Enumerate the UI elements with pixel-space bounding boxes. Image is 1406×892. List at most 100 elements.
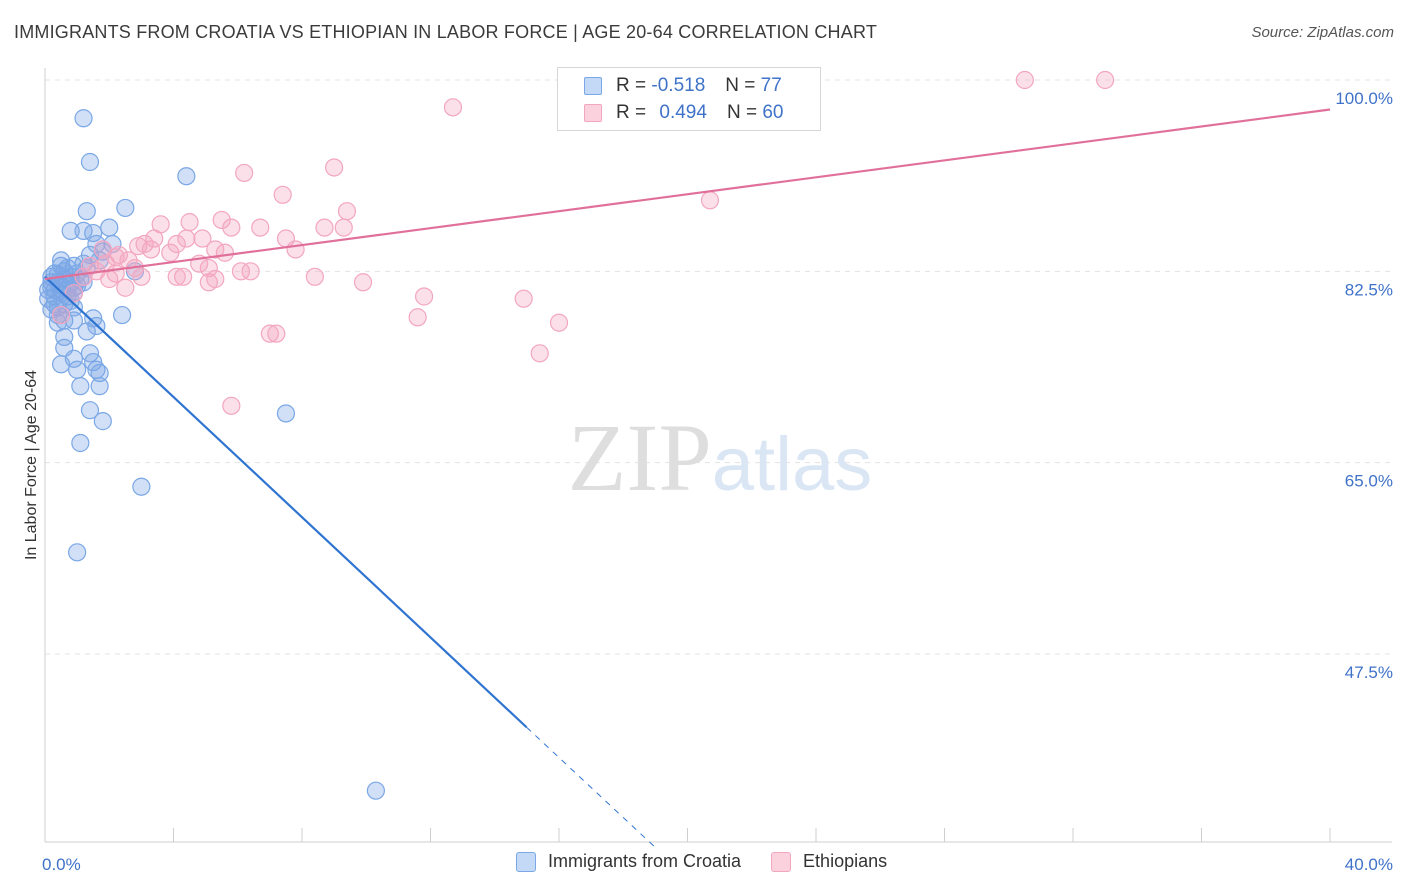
data-point-ethiopians [251, 218, 270, 237]
legend-swatch-croatia [584, 77, 602, 95]
data-point-croatia [80, 401, 100, 420]
data-point-ethiopians [231, 262, 251, 281]
trend-line-ethiopians [44, 108, 1331, 281]
legend-box: R = -0.518 N = 77 R = 0.494 N = 60 [557, 67, 821, 131]
data-point-croatia [90, 377, 109, 396]
data-point-croatia [116, 198, 135, 218]
data-point-croatia [74, 109, 93, 128]
bottom-legend: Immigrants from Croatia Ethiopians [516, 851, 887, 872]
trend-lines [44, 108, 1331, 848]
legend-r-value: -0.518 [651, 75, 706, 96]
data-point-ethiopians [132, 267, 151, 286]
data-point-ethiopians [74, 267, 93, 286]
data-point-croatia [90, 363, 109, 383]
data-point-croatia [80, 152, 100, 172]
data-point-ethiopians [193, 229, 212, 248]
bottom-legend-label-croatia: Immigrants from Croatia [548, 851, 742, 871]
source-credit: Source: ZipAtlas.com [1251, 24, 1394, 41]
data-point-ethiopians [286, 240, 305, 259]
y-tick-label: 47.5% [1345, 663, 1393, 682]
data-point-ethiopians [116, 278, 135, 297]
data-point-croatia [71, 377, 90, 396]
y-tick-label: 100.0% [1335, 89, 1393, 108]
x-tick-label: 40.0% [1345, 855, 1393, 874]
data-point-croatia [366, 781, 385, 800]
data-point-croatia [51, 251, 71, 270]
data-point-ethiopians [549, 313, 569, 332]
data-point-ethiopians [222, 218, 241, 237]
data-point-ethiopians [241, 262, 260, 281]
data-point-ethiopians [222, 396, 241, 415]
watermark: ZIPatlas [568, 404, 873, 511]
data-point-croatia [276, 404, 296, 423]
data-point-ethiopians [177, 229, 196, 248]
data-point-ethiopians [199, 258, 218, 278]
data-point-ethiopians [353, 273, 373, 292]
data-point-ethiopians [267, 324, 286, 343]
data-point-ethiopians [414, 287, 434, 306]
watermark-zip: ZIP [568, 404, 712, 511]
data-point-ethiopians [315, 218, 334, 237]
data-point-ethiopians [206, 269, 225, 289]
trend-line-croatia [44, 275, 528, 729]
y-tick-labels: 100.0% 82.5% 65.0% 47.5% [1335, 89, 1393, 682]
y-tick-label: 65.0% [1345, 472, 1393, 491]
data-point-ethiopians [408, 308, 427, 327]
data-point-croatia [112, 305, 132, 325]
data-point-croatia [45, 287, 64, 306]
legend-n-value: 60 [762, 102, 784, 123]
y-tick-label: 82.5% [1345, 280, 1393, 299]
legend-n-label: N = [725, 75, 756, 96]
data-point-croatia [177, 167, 196, 186]
watermark-atlas: atlas [712, 422, 873, 507]
data-point-ethiopians [334, 218, 353, 237]
data-point-croatia [77, 202, 96, 221]
legend-n-value: 77 [760, 75, 782, 96]
legend-row-croatia: R = -0.518 N = 77 [584, 74, 782, 98]
data-point-croatia [132, 477, 151, 496]
data-point-croatia [68, 543, 87, 562]
data-point-ethiopians [96, 254, 116, 273]
bottom-legend-label-ethiopians: Ethiopians [803, 851, 888, 871]
chart-title: IMMIGRANTS FROM CROATIA VS ETHIOPIAN IN … [14, 22, 878, 42]
legend-r-value: 0.494 [659, 102, 707, 123]
data-point-ethiopians [514, 289, 533, 308]
data-point-ethiopians [180, 213, 199, 232]
data-point-ethiopians [260, 324, 279, 343]
data-point-croatia [61, 221, 80, 240]
bottom-legend-swatch-croatia [516, 851, 536, 872]
data-point-croatia [71, 433, 90, 453]
legend-n-label: N = [726, 102, 758, 123]
legend-r-label: R = [616, 102, 647, 123]
data-point-croatia [51, 355, 71, 374]
data-point-ethiopians [337, 202, 357, 221]
data-point-croatia [84, 223, 103, 243]
data-point-croatia [68, 360, 87, 379]
data-point-ethiopians [305, 267, 324, 286]
data-point-croatia [77, 322, 96, 341]
data-point-ethiopians [700, 191, 720, 210]
trend-line-croatia-extension [526, 726, 656, 848]
data-point-ethiopians [135, 234, 154, 254]
legend-swatch-ethiopians [584, 104, 602, 122]
data-point-ethiopians [109, 245, 128, 265]
data-point-croatia [100, 218, 119, 237]
data-point-ethiopians [235, 163, 254, 183]
data-point-croatia [93, 412, 112, 431]
data-point-ethiopians [530, 344, 549, 363]
data-point-ethiopians [51, 305, 71, 325]
x-tick-label: 0.0% [42, 855, 81, 874]
data-point-ethiopians [215, 243, 234, 262]
data-point-ethiopians [161, 243, 180, 262]
data-point-ethiopians [167, 267, 186, 286]
data-point-ethiopians [212, 210, 231, 230]
axes [44, 68, 1392, 843]
data-point-ethiopians [93, 240, 112, 259]
data-point-ethiopians [273, 185, 292, 204]
data-point-ethiopians [64, 284, 84, 303]
data-point-ethiopians [1096, 70, 1115, 90]
data-point-ethiopians [174, 267, 193, 286]
data-point-ethiopians [145, 229, 164, 248]
y-axis-title: In Labor Force | Age 20-64 [23, 370, 40, 560]
